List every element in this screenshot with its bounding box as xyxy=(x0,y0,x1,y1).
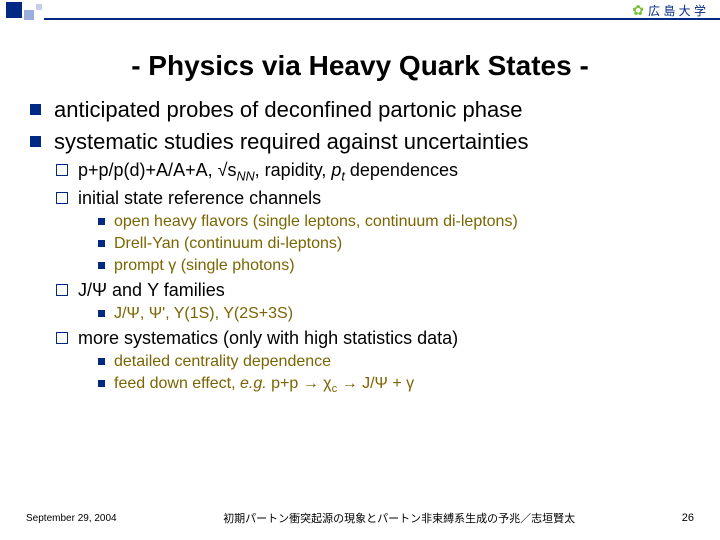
sub-2c: prompt γ (single photons) xyxy=(96,256,694,277)
slide-title: - Physics via Heavy Quark States - xyxy=(0,50,720,82)
bullet-1: anticipated probes of deconfined partoni… xyxy=(26,96,694,124)
university-logo: ✿ 広 島 大 学 xyxy=(632,0,706,20)
deco-square-medium xyxy=(24,10,34,20)
sub-4a: detailed centrality dependence xyxy=(96,352,694,373)
header-decoration: ✿ 広 島 大 学 xyxy=(0,0,720,24)
sub-3: J/Ψ and Υ families J/Ψ, Ψ', Υ(1S), Υ(2S+… xyxy=(54,279,694,325)
footer-center: 初期パートン衝突起源の現象とパートン非束縛系生成の予兆／志垣賢太 xyxy=(223,510,575,526)
footer-date: September 29, 2004 xyxy=(26,513,117,524)
sub-2a: open heavy flavors (single leptons, cont… xyxy=(96,212,694,233)
page-number: 26 xyxy=(682,512,694,524)
content-area: anticipated probes of deconfined partoni… xyxy=(26,96,694,401)
footer: September 29, 2004 初期パートン衝突起源の現象とパートン非束縛… xyxy=(26,510,694,526)
sub-3-text: J/Ψ and Υ families xyxy=(78,280,225,300)
sub-3a: J/Ψ, Ψ', Υ(1S), Υ(2S+3S) xyxy=(96,304,694,325)
sub-2b: Drell-Yan (continuum di-leptons) xyxy=(96,234,694,255)
sub-4b: feed down effect, e.g. p+p → χc → J/Ψ + … xyxy=(96,374,694,397)
logo-icon: ✿ xyxy=(632,2,644,19)
sub-2-text: initial state reference channels xyxy=(78,188,321,208)
header-line xyxy=(44,18,720,20)
sub-1-text: p+p/p(d)+A/A+A, √sNN, rapidity, pt depen… xyxy=(78,160,458,180)
bullet-2: systematic studies required against unce… xyxy=(26,128,694,397)
deco-square-large xyxy=(6,2,22,18)
sub-4-text: more systematics (only with high statist… xyxy=(78,328,458,348)
deco-square-small xyxy=(36,4,42,10)
sub-4: more systematics (only with high statist… xyxy=(54,327,694,397)
logo-text: 広 島 大 学 xyxy=(648,2,706,19)
bullet-2-text: systematic studies required against unce… xyxy=(54,129,528,154)
sub-2: initial state reference channels open he… xyxy=(54,187,694,277)
bullet-1-text: anticipated probes of deconfined partoni… xyxy=(54,97,522,122)
sub-1: p+p/p(d)+A/A+A, √sNN, rapidity, pt depen… xyxy=(54,159,694,185)
